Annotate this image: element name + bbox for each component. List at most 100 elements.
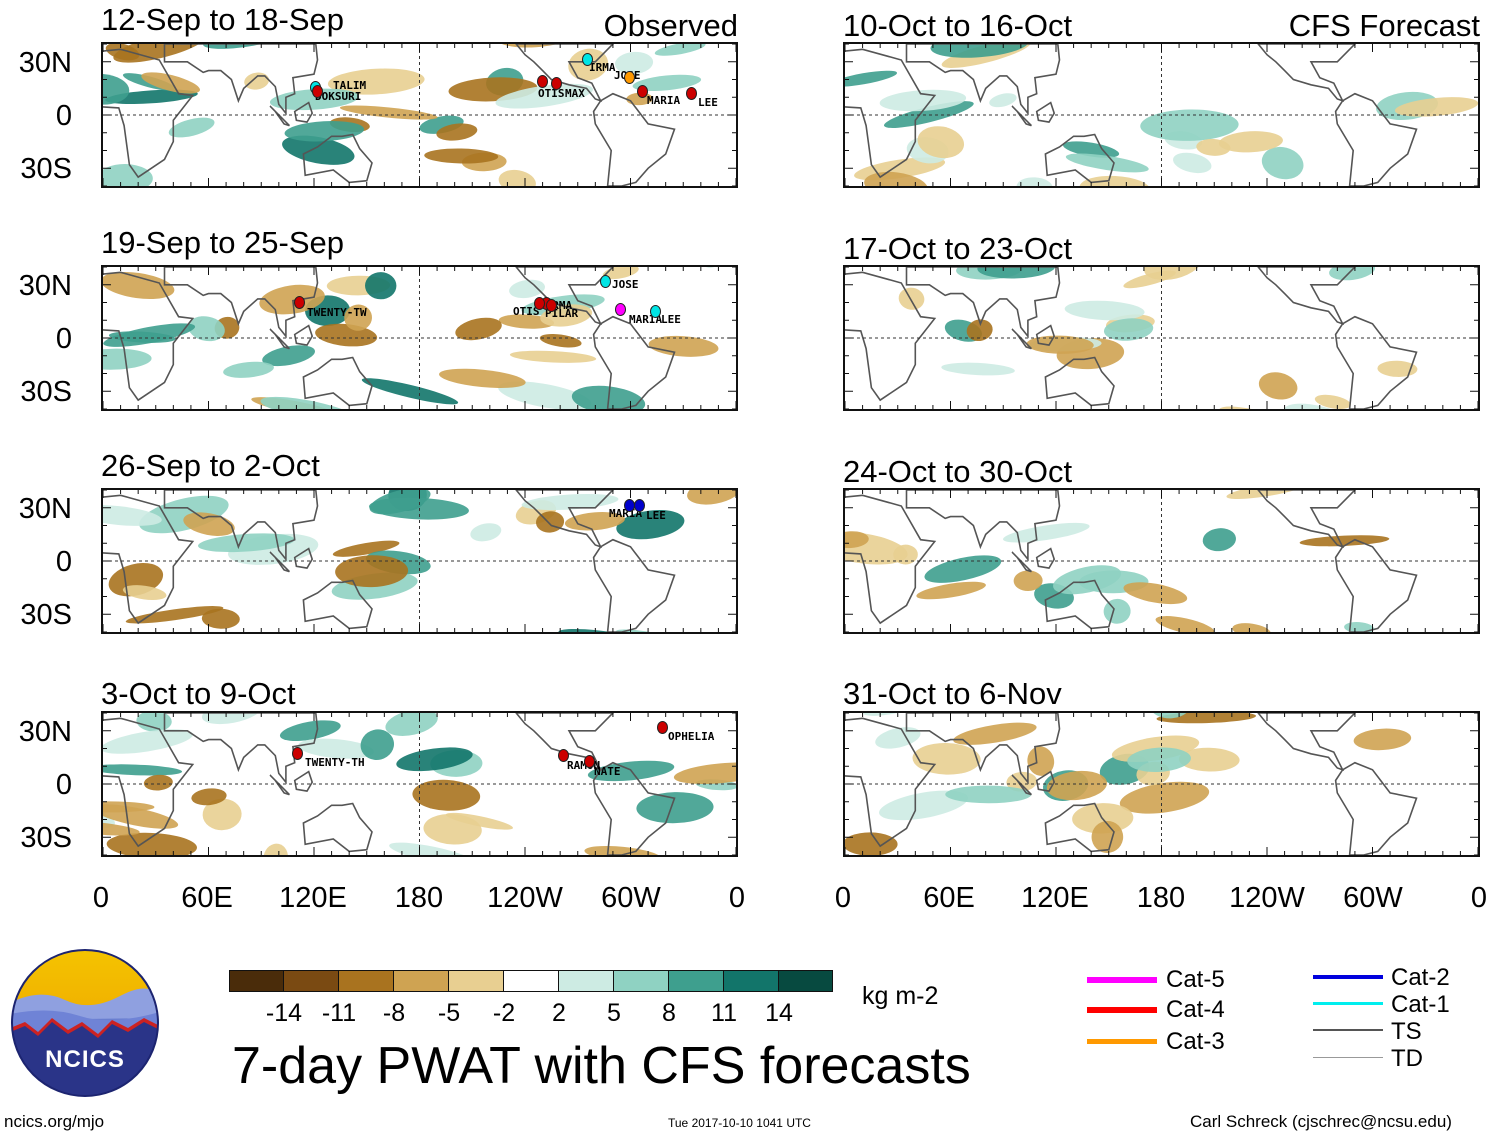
- colorbar-label: 5: [607, 999, 621, 1027]
- colorbar-label: 11: [711, 999, 737, 1027]
- anomaly-blob: [263, 843, 289, 855]
- colorbar-label: 8: [662, 999, 676, 1027]
- storm-label-pilar: PILAR: [545, 307, 579, 320]
- anomaly-blob: [369, 497, 469, 520]
- anomaly-blob: [1353, 728, 1412, 751]
- storm-symbol: [546, 299, 557, 312]
- colorbar-swatch: [558, 970, 614, 992]
- anomaly-blob: [298, 738, 374, 759]
- anomaly-blob: [455, 317, 502, 341]
- colorbar-label: 2: [552, 999, 566, 1027]
- coastline: [1334, 761, 1418, 855]
- anomaly-blob: [1003, 522, 1090, 543]
- anomaly-blob: [385, 713, 438, 736]
- coastline: [515, 490, 615, 549]
- lat-label-30n: 30N: [18, 493, 72, 525]
- coastline: [515, 267, 615, 326]
- anomaly-blob: [1196, 138, 1231, 156]
- anomaly-blob: [1178, 747, 1240, 772]
- map-panel-4: [101, 711, 738, 857]
- legend-swatch-cat5: [1087, 977, 1157, 983]
- coastline: [905, 713, 1061, 785]
- lat-label-30s: 30S: [20, 376, 72, 408]
- anomaly-blob: [1026, 335, 1094, 354]
- anomaly-blob: [616, 510, 685, 540]
- anomaly-blob: [1314, 394, 1351, 409]
- coastline: [845, 494, 937, 625]
- anomaly-blob: [282, 135, 355, 165]
- colorbar-swatch: [229, 970, 284, 992]
- map-graphic: [845, 713, 1478, 855]
- coastline: [1257, 713, 1357, 772]
- lon-label-60w: 60W: [601, 882, 661, 914]
- anomaly-blob: [989, 93, 1017, 108]
- anomaly-blob: [864, 171, 928, 186]
- coastline: [103, 717, 195, 848]
- coastline: [515, 44, 615, 103]
- storm-symbol: [534, 297, 545, 310]
- anomaly-blob: [262, 345, 315, 367]
- coastline: [302, 802, 373, 853]
- anomaly-blob: [1377, 360, 1418, 377]
- coastline: [293, 324, 314, 346]
- main-title: 7-day PWAT with CFS forecasts: [232, 1037, 971, 1095]
- anomaly-blob: [1103, 318, 1154, 341]
- anomaly-blob: [1394, 97, 1478, 117]
- anomaly-blob: [103, 348, 152, 370]
- anomaly-blob: [191, 788, 227, 806]
- legend-swatch-ts: [1313, 1029, 1383, 1031]
- colorbar-label: -14: [265, 999, 303, 1027]
- coastline: [293, 770, 314, 792]
- anomaly-blob: [912, 743, 981, 775]
- anomaly-blob: [1172, 152, 1212, 174]
- anomaly-blob: [188, 316, 225, 342]
- coastline: [1035, 324, 1056, 346]
- anomaly-blob: [845, 70, 898, 87]
- footer-url: ncics.org/mjo: [4, 1112, 105, 1131]
- anomaly-blob: [509, 350, 597, 363]
- coastline: [905, 44, 1061, 116]
- storm-symbol: [600, 275, 611, 288]
- coastline: [163, 490, 319, 562]
- anomaly-blob: [924, 555, 1002, 583]
- anomaly-blob: [845, 531, 908, 565]
- coastline: [905, 267, 1061, 339]
- legend-label-cat4: Cat-4: [1166, 996, 1225, 1023]
- anomaly-blob: [953, 722, 1037, 745]
- anomaly-blob: [202, 44, 297, 49]
- lat-label-eq: 0: [55, 323, 72, 355]
- anomaly-blob: [1013, 570, 1043, 592]
- lon-label-180: 180: [1136, 882, 1186, 914]
- anomaly-blob: [470, 523, 502, 542]
- colorbar-swatch: [778, 970, 833, 992]
- map-graphic: [103, 490, 736, 632]
- anomaly-blob: [424, 148, 499, 164]
- anomaly-blob: [917, 126, 965, 159]
- storm-label-lee: LEE: [698, 96, 718, 109]
- lon-label-120w: 120W: [1229, 882, 1305, 914]
- map-graphic: [845, 490, 1478, 632]
- storm-symbol: [634, 499, 645, 512]
- lon-label-60w: 60W: [1343, 882, 1403, 914]
- coastline: [1257, 267, 1357, 326]
- storm-label-lee: LEE: [646, 509, 666, 522]
- storm-symbol: [312, 85, 323, 98]
- storm-symbol: [624, 71, 635, 84]
- anomaly-blob: [1123, 270, 1176, 289]
- map-panel-3: [101, 488, 738, 634]
- panel-title-7: 24-Oct to 30-Oct: [843, 454, 1073, 489]
- anomaly-blob: [883, 101, 974, 128]
- legend-label-cat1: Cat-1: [1391, 991, 1450, 1018]
- storm-label-lee: LEE: [661, 313, 681, 326]
- colorbar-label: -8: [382, 999, 406, 1027]
- coastline: [293, 101, 314, 123]
- storm-label-maria: MARIA: [629, 313, 663, 326]
- anomaly-blob: [1258, 372, 1298, 400]
- coastline: [302, 579, 373, 630]
- legend-swatch-cat4: [1087, 1007, 1157, 1013]
- coastline: [103, 494, 195, 625]
- anomaly-blob: [498, 381, 592, 409]
- anomaly-blob: [332, 540, 400, 557]
- coastline: [1011, 328, 1032, 350]
- lon-label-60e: 60E: [181, 882, 233, 914]
